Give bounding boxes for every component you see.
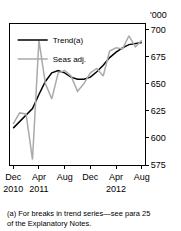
svg-text:700: 700 [151,25,166,35]
svg-text:Apr2012: Apr2012 [106,172,126,194]
svg-text:(a) For breaks in trend series: (a) For breaks in trend series—see para … [7,209,150,228]
svg-text:'000: '000 [150,10,167,20]
svg-text:Dec2010: Dec2010 [3,172,23,194]
svg-text:Apr2011: Apr2011 [29,172,48,194]
svg-text:Dec: Dec [82,172,99,182]
svg-text:Aug: Aug [57,172,73,182]
svg-text:650: 650 [151,79,166,89]
svg-text:Seas adj.: Seas adj. [53,55,86,64]
svg-text:600: 600 [151,133,166,143]
svg-text:575: 575 [151,160,166,170]
svg-text:Trend(a): Trend(a) [53,36,84,45]
svg-text:625: 625 [151,106,166,116]
svg-text:675: 675 [151,52,166,62]
svg-text:Aug: Aug [134,172,150,182]
